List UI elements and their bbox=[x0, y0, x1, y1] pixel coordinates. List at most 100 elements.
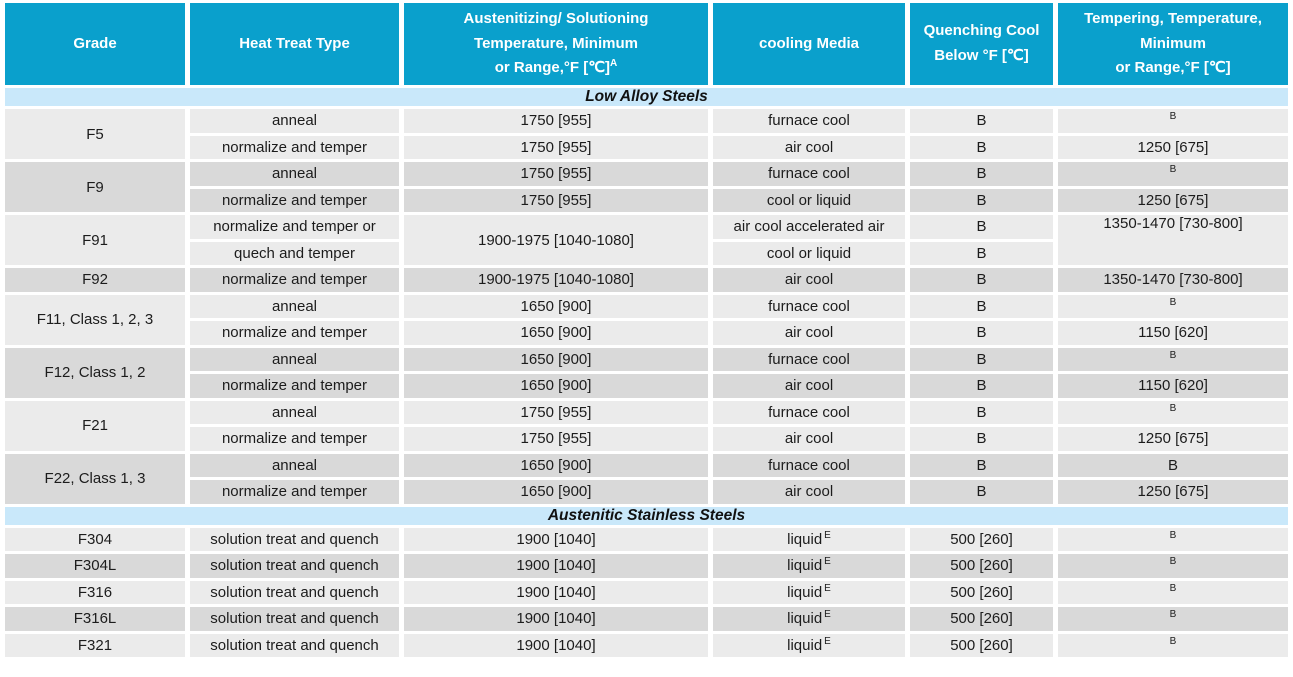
table-body: Low Alloy Steels F5 anneal 1750 [955] fu… bbox=[5, 88, 1288, 657]
austenitizing-cell: 1900 [1040] bbox=[404, 633, 708, 657]
footnote-b-superscript: B bbox=[1169, 164, 1177, 176]
cooling-media-cell: cool or liquid bbox=[713, 241, 905, 265]
quench-cell: B bbox=[910, 109, 1053, 133]
table-row: normalize and temper 1650 [900] air cool… bbox=[5, 374, 1288, 398]
quench-cell: 500 [260] bbox=[910, 527, 1053, 551]
heat-treat-cell: normalize and temper bbox=[190, 135, 399, 159]
quench-cell: B bbox=[910, 241, 1053, 265]
heat-treat-cell: solution treat and quench bbox=[190, 607, 399, 631]
cooling-media-cell: air cool bbox=[713, 480, 905, 504]
table-row: normalize and temper 1650 [900] air cool… bbox=[5, 480, 1288, 504]
heat-treat-cell: anneal bbox=[190, 162, 399, 186]
austenitizing-line-1: Austenitizing/ Solutioning bbox=[463, 9, 649, 27]
heat-treat-cell: normalize and temper bbox=[190, 188, 399, 212]
header-row: Grade Heat Treat Type Austenitizing/ Sol… bbox=[5, 3, 1288, 85]
table-row: F304 solution treat and quench 1900 [104… bbox=[5, 527, 1288, 551]
heat-treat-table: Grade Heat Treat Type Austenitizing/ Sol… bbox=[5, 3, 1288, 657]
temper-cell: 1250 [675] bbox=[1058, 480, 1288, 504]
footnote-b-superscript: B bbox=[1169, 402, 1177, 414]
table-row: F316 solution treat and quench 1900 [104… bbox=[5, 580, 1288, 604]
table-row: F92 normalize and temper 1900-1975 [1040… bbox=[5, 268, 1288, 292]
quench-cell: B bbox=[910, 188, 1053, 212]
grade-cell: F22, Class 1, 3 bbox=[5, 453, 185, 504]
temper-cell: 1250 [675] bbox=[1058, 427, 1288, 451]
cooling-media-cell: cool or liquid bbox=[713, 188, 905, 212]
col-header-heat-treat-label: Heat Treat Type bbox=[239, 34, 350, 52]
grade-cell: F11, Class 1, 2, 3 bbox=[5, 294, 185, 345]
grade-cell: F316 bbox=[5, 580, 185, 604]
footnote-b-superscript: B bbox=[1169, 349, 1177, 361]
footnote-b-superscript: B bbox=[1169, 296, 1177, 308]
cooling-media-cell: furnace cool bbox=[713, 400, 905, 424]
grade-cell: F304 bbox=[5, 527, 185, 551]
footnote-b-superscript: B bbox=[1169, 529, 1177, 541]
table-row: F91 normalize and temper or 1900-1975 [1… bbox=[5, 215, 1288, 265]
heat-treat-cell: anneal bbox=[190, 453, 399, 477]
table-row: F304L solution treat and quench 1900 [10… bbox=[5, 554, 1288, 578]
grade-cell: F9 bbox=[5, 162, 185, 212]
heat-treat-cell: normalize and temper or bbox=[190, 215, 399, 239]
table-header: Grade Heat Treat Type Austenitizing/ Sol… bbox=[5, 3, 1288, 85]
table-row: F5 anneal 1750 [955] furnace cool B B bbox=[5, 109, 1288, 159]
quench-cell: 500 [260] bbox=[910, 607, 1053, 631]
section-title: Low Alloy Steels bbox=[5, 88, 1288, 106]
footnote-e-superscript: E bbox=[824, 635, 831, 647]
table-row: F12, Class 1, 2 anneal 1650 [900] furnac… bbox=[5, 347, 1288, 398]
quench-cell: B bbox=[910, 294, 1053, 318]
table-row: F9 anneal 1750 [955] furnace cool B B bbox=[5, 162, 1288, 212]
footnote-b-superscript: B bbox=[1169, 556, 1177, 568]
col-header-tempering: Tempering, Temperature, Minimum or Range… bbox=[1058, 3, 1288, 85]
grade-cell: F21 bbox=[5, 400, 185, 451]
heat-treat-cell: normalize and temper bbox=[190, 268, 399, 292]
quench-cell: B bbox=[910, 268, 1053, 292]
temper-cell: 1150 [620] bbox=[1058, 321, 1288, 345]
cooling-media-cell: furnace cool bbox=[713, 162, 905, 186]
heat-treat-cell: normalize and temper bbox=[190, 427, 399, 451]
heat-treat-cell: normalize and temper bbox=[190, 374, 399, 398]
temper-cell: B bbox=[1058, 633, 1288, 657]
footnote-e-superscript: E bbox=[824, 529, 831, 541]
tempering-line-2: Minimum bbox=[1140, 34, 1206, 52]
footnote-b-superscript: B bbox=[1169, 582, 1177, 594]
quench-cell: B bbox=[910, 347, 1053, 371]
austenitizing-cell: 1750 [955] bbox=[404, 162, 708, 186]
cooling-media-cell: liquid E bbox=[713, 554, 905, 578]
temper-cell: 1150 [620] bbox=[1058, 374, 1288, 398]
heat-treat-cell: solution treat and quench bbox=[190, 527, 399, 551]
austenitizing-cell: 1650 [900] bbox=[404, 480, 708, 504]
table-row: F22, Class 1, 3 anneal 1650 [900] furnac… bbox=[5, 453, 1288, 504]
austenitizing-line-3: or Range,°F [℃] bbox=[494, 59, 611, 77]
temper-cell: B bbox=[1058, 527, 1288, 551]
austenitizing-cell: 1650 [900] bbox=[404, 321, 708, 345]
temper-cell: 1250 [675] bbox=[1058, 188, 1288, 212]
cooling-media-cell: air cool bbox=[713, 427, 905, 451]
media-value: liquid bbox=[787, 530, 823, 548]
heat-treat-cell: quech and temper bbox=[190, 241, 399, 265]
temper-cell: B bbox=[1058, 400, 1288, 424]
grade-cell: F91 bbox=[5, 215, 185, 265]
austenitizing-cell: 1750 [955] bbox=[404, 400, 708, 424]
tempering-line-1: Tempering, Temperature, bbox=[1084, 9, 1262, 27]
footnote-a-superscript: A bbox=[610, 58, 618, 70]
grade-cell: F321 bbox=[5, 633, 185, 657]
table-row: normalize and temper 1750 [955] air cool… bbox=[5, 427, 1288, 451]
col-header-grade: Grade bbox=[5, 3, 185, 85]
section-row-low-alloy: Low Alloy Steels bbox=[5, 88, 1288, 106]
heat-treat-cell: anneal bbox=[190, 400, 399, 424]
col-header-heat-treat-type: Heat Treat Type bbox=[190, 3, 399, 85]
temper-cell: B bbox=[1058, 347, 1288, 371]
austenitizing-cell: 1650 [900] bbox=[404, 374, 708, 398]
col-header-austenitizing: Austenitizing/ Solutioning Temperature, … bbox=[404, 3, 708, 85]
table-row: normalize and temper 1750 [955] cool or … bbox=[5, 188, 1288, 212]
austenitizing-line-2: Temperature, Minimum bbox=[474, 34, 638, 52]
footnote-b-superscript: B bbox=[1169, 111, 1177, 123]
quench-cell: B bbox=[910, 400, 1053, 424]
grade-cell: F12, Class 1, 2 bbox=[5, 347, 185, 398]
cooling-media-cell: air cool bbox=[713, 135, 905, 159]
temper-cell: 1250 [675] bbox=[1058, 135, 1288, 159]
cooling-media-cell: liquid E bbox=[713, 633, 905, 657]
quenching-line-1: Quenching Cool bbox=[923, 22, 1040, 40]
col-header-quenching: Quenching Cool Below °F [℃] bbox=[910, 3, 1053, 85]
temper-cell: B bbox=[1058, 294, 1288, 318]
col-header-cooling-media: cooling Media bbox=[713, 3, 905, 85]
